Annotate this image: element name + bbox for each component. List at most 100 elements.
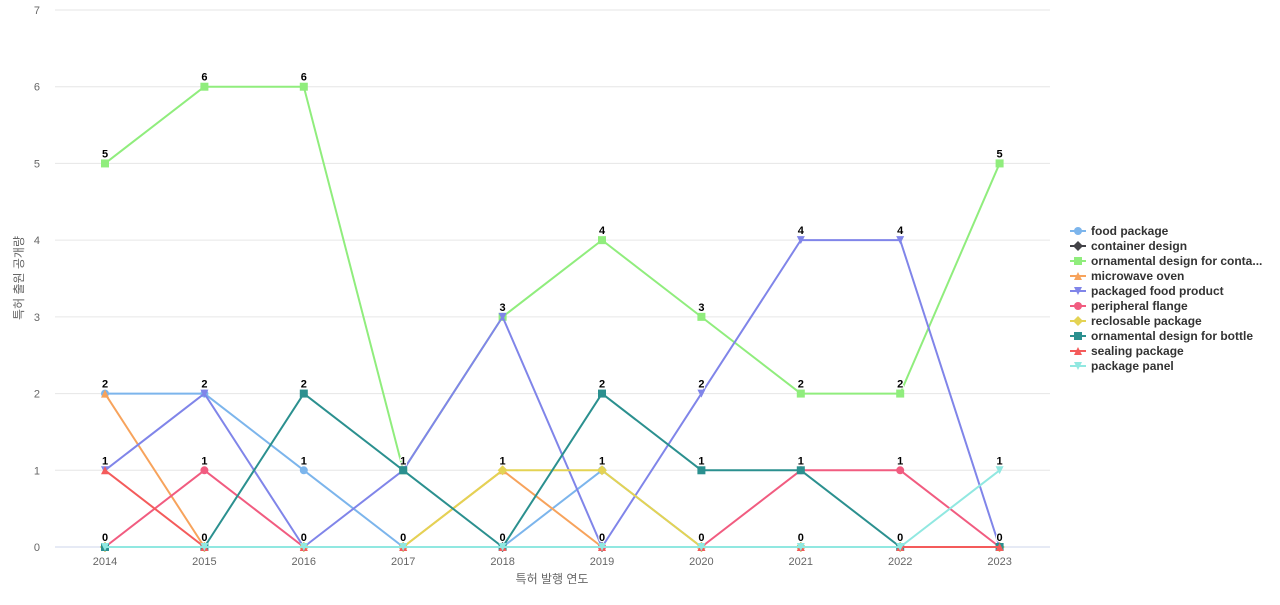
- data-point[interactable]: [598, 543, 606, 551]
- data-point[interactable]: [896, 389, 905, 398]
- data-point[interactable]: [995, 159, 1004, 168]
- data-label: 3: [500, 302, 506, 314]
- data-point[interactable]: [598, 236, 606, 245]
- data-point[interactable]: [896, 543, 905, 551]
- data-label: 6: [301, 72, 307, 84]
- series-lines: [100, 82, 1005, 552]
- legend-label: food package: [1091, 223, 1169, 238]
- data-label: 2: [897, 379, 903, 391]
- data-point[interactable]: [995, 466, 1004, 475]
- data-label: 1: [400, 455, 406, 467]
- data-label: 1: [102, 455, 108, 467]
- y-axis: 0 1 2 3 4 5 6 7: [34, 5, 40, 554]
- data-point[interactable]: [796, 543, 805, 551]
- data-point[interactable]: [200, 389, 209, 398]
- legend-label: peripheral flange: [1091, 298, 1188, 313]
- legend-item[interactable]: microwave oven: [1070, 268, 1262, 283]
- data-point[interactable]: [896, 236, 905, 245]
- data-point[interactable]: [101, 543, 109, 551]
- series-package-panel[interactable]: [101, 466, 1004, 551]
- circle-marker-icon: [1070, 302, 1086, 310]
- circle-marker-icon: [1070, 227, 1086, 235]
- data-point[interactable]: [597, 465, 607, 476]
- legend-item[interactable]: reclosable package: [1070, 313, 1262, 328]
- data-label: 4: [798, 225, 805, 237]
- data-label: 2: [301, 379, 307, 391]
- data-label: 6: [201, 72, 207, 84]
- y-axis-title: 특허 출원 공개량: [12, 236, 26, 320]
- y-tick-label: 6: [34, 82, 40, 94]
- data-label: 0: [897, 532, 903, 544]
- legend-label: ornamental design for bottle: [1091, 328, 1254, 343]
- x-tick-label: 2022: [888, 556, 912, 568]
- data-label: 4: [599, 225, 606, 237]
- legend-item[interactable]: food package: [1070, 223, 1262, 238]
- x-tick-label: 2016: [292, 556, 316, 568]
- legend[interactable]: food package container design ornamental d…: [1070, 223, 1262, 373]
- data-point[interactable]: [299, 82, 308, 91]
- data-point[interactable]: [697, 312, 706, 321]
- legend-item[interactable]: sealing package: [1070, 343, 1262, 358]
- x-axis: 2014 2015 2016 2017 2018 2019 2020 2021 2022 2023: [93, 556, 1012, 568]
- data-label: 0: [201, 532, 207, 544]
- legend-label: packaged food product: [1091, 283, 1224, 298]
- data-point[interactable]: [498, 312, 507, 321]
- data-label: 5: [997, 148, 1003, 160]
- data-label: 1: [897, 455, 903, 467]
- data-point[interactable]: [101, 466, 109, 475]
- data-point[interactable]: [299, 543, 308, 551]
- x-tick-label: 2019: [590, 556, 614, 568]
- data-point[interactable]: [995, 543, 1004, 551]
- legend-item[interactable]: ornamental design for conta...: [1070, 253, 1262, 268]
- data-point[interactable]: [200, 543, 209, 551]
- data-point[interactable]: [299, 389, 308, 398]
- data-point[interactable]: [796, 236, 805, 245]
- data-point[interactable]: [796, 389, 805, 398]
- legend-item[interactable]: container design: [1070, 238, 1262, 253]
- data-label: 1: [698, 455, 704, 467]
- data-point[interactable]: [598, 389, 606, 398]
- legend-item[interactable]: peripheral flange: [1070, 298, 1262, 313]
- data-label: 0: [599, 532, 605, 544]
- y-tick-label: 2: [34, 389, 40, 401]
- data-point[interactable]: [896, 466, 905, 475]
- triangle-down-marker-icon: [1070, 362, 1086, 370]
- data-point[interactable]: [697, 466, 706, 475]
- data-label: 2: [698, 379, 704, 391]
- series-line[interactable]: [105, 469, 1001, 548]
- data-label: 0: [798, 532, 804, 544]
- data-point[interactable]: [497, 465, 508, 476]
- triangle-marker-icon: [1070, 272, 1086, 280]
- data-label: 1: [500, 455, 506, 467]
- data-label: 1: [301, 455, 307, 467]
- data-point[interactable]: [399, 543, 408, 551]
- legend-item[interactable]: packaged food product: [1070, 283, 1262, 298]
- data-point[interactable]: [498, 543, 507, 551]
- x-tick-label: 2014: [93, 556, 117, 568]
- data-point[interactable]: [399, 466, 408, 475]
- x-tick-label: 2023: [987, 556, 1011, 568]
- data-point[interactable]: [697, 389, 706, 398]
- data-point[interactable]: [697, 543, 706, 551]
- series-line[interactable]: [105, 392, 1000, 548]
- data-label: 4: [897, 225, 904, 237]
- data-point[interactable]: [101, 159, 109, 168]
- data-point[interactable]: [796, 466, 805, 475]
- x-tick-label: 2021: [789, 556, 813, 568]
- x-tick-label: 2015: [192, 556, 216, 568]
- series-line[interactable]: [104, 85, 1001, 472]
- series-ornamental-design-for-conta[interactable]: [101, 82, 1004, 475]
- legend-item[interactable]: ornamental design for bottle: [1070, 328, 1262, 343]
- data-point[interactable]: [101, 389, 109, 398]
- triangle-marker-icon: [1070, 347, 1086, 355]
- diamond-marker-icon: [1070, 241, 1086, 251]
- data-point[interactable]: [200, 82, 209, 91]
- data-point[interactable]: [299, 466, 308, 475]
- data-label: 1: [798, 455, 804, 467]
- diamond-marker-icon: [1070, 316, 1086, 326]
- data-label: 1: [599, 455, 605, 467]
- data-point[interactable]: [200, 466, 209, 475]
- legend-item[interactable]: package panel: [1070, 358, 1262, 373]
